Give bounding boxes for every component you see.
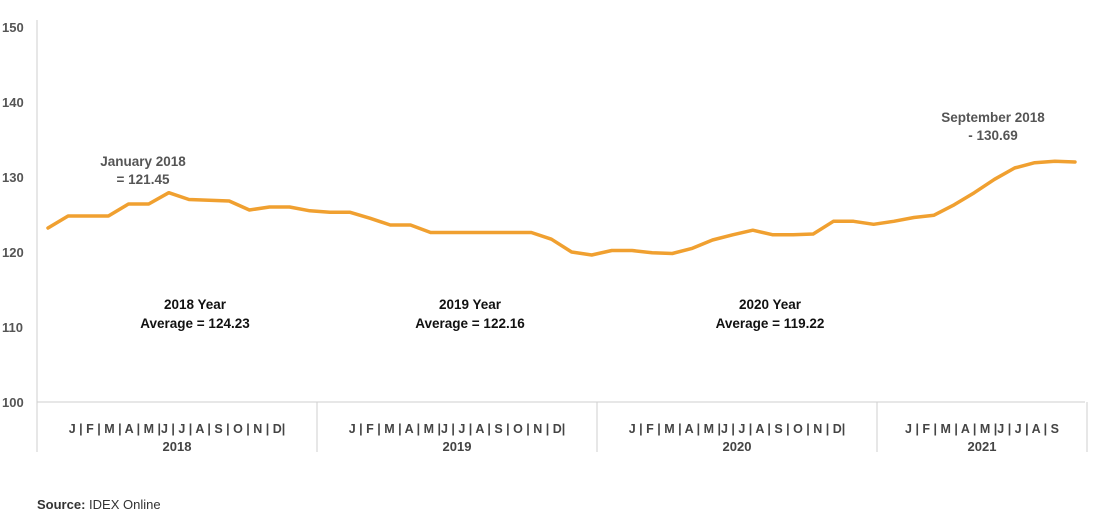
year-label: 2021 <box>968 439 997 454</box>
month-labels: J | F | M | A | M |J | J | A | S | O | N… <box>629 422 846 436</box>
annotation-value: = 121.45 <box>117 172 170 187</box>
y-tick-label: 150 <box>2 20 24 35</box>
month-labels: J | F | M | A | M |J | J | A | S <box>905 422 1059 436</box>
annotation-title: January 2018 <box>100 154 186 169</box>
line-chart: 100 110 120 130 140 150 J | F | M | A | M |J |… <box>2 20 1088 454</box>
annotation-title: September 2018 <box>941 110 1045 125</box>
average-value-label: Average = 124.23 <box>140 316 250 331</box>
y-tick-label: 120 <box>2 245 24 260</box>
month-labels: J | F | M | A | M |J | J | A | S | O | N… <box>349 422 566 436</box>
source-text: IDEX Online <box>85 497 161 512</box>
average-value-label: Average = 119.22 <box>716 316 825 331</box>
average-year-label: 2018 Year <box>164 297 227 312</box>
y-tick-label: 140 <box>2 95 24 110</box>
average-year-label: 2020 Year <box>739 297 802 312</box>
year-label: 2020 <box>723 439 752 454</box>
average-value-label: Average = 122.16 <box>415 316 525 331</box>
source-note: Source: IDEX Online <box>37 497 161 512</box>
year-label: 2019 <box>443 439 472 454</box>
series-line-index <box>46 159 1077 257</box>
source-label: Source: <box>37 497 86 512</box>
average-year-label: 2019 Year <box>439 297 502 312</box>
month-labels: J | F | M | A | M |J | J | A | S | O | N… <box>69 422 286 436</box>
annotation-value: - 130.69 <box>968 128 1018 143</box>
y-tick-label: 130 <box>2 170 24 185</box>
y-tick-label: 110 <box>2 320 23 335</box>
y-tick-label: 100 <box>2 395 24 410</box>
year-label: 2018 <box>163 439 192 454</box>
